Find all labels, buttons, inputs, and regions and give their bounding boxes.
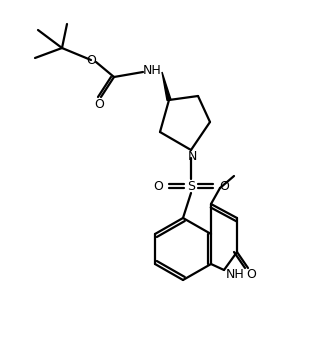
Text: O: O bbox=[246, 268, 256, 281]
Text: S: S bbox=[187, 179, 195, 192]
Polygon shape bbox=[162, 72, 171, 101]
Text: NH: NH bbox=[143, 65, 161, 77]
Text: O: O bbox=[153, 179, 163, 192]
Text: NH: NH bbox=[226, 269, 244, 281]
Text: O: O bbox=[94, 98, 104, 110]
Text: N: N bbox=[187, 151, 197, 163]
Text: O: O bbox=[219, 179, 229, 192]
Text: O: O bbox=[86, 53, 96, 66]
